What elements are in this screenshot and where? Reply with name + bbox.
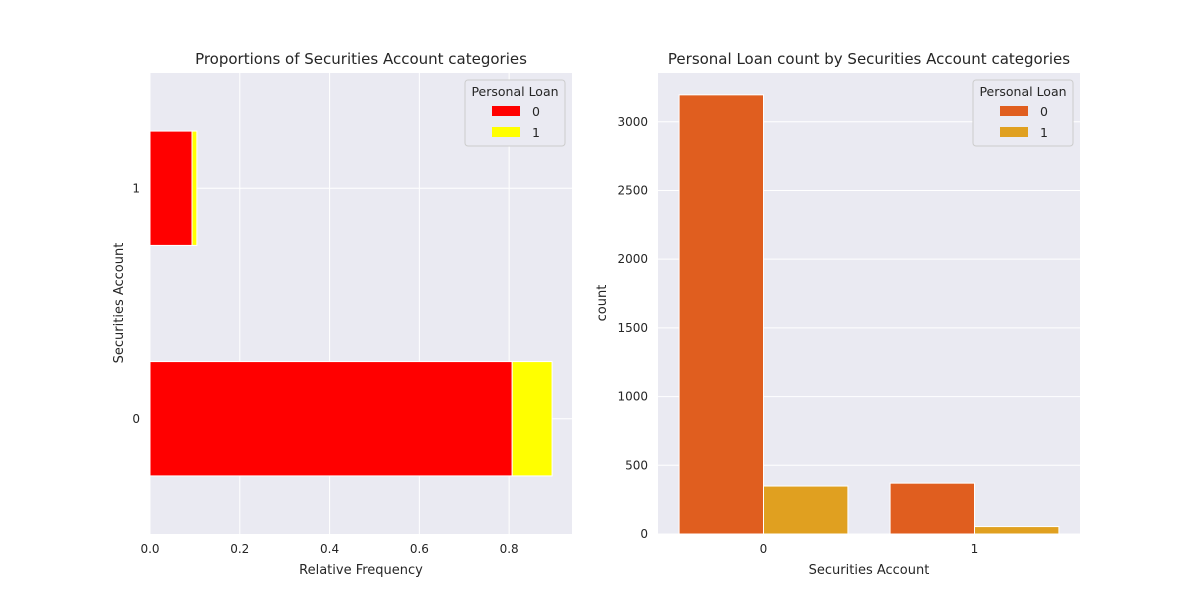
bars-left [149,130,553,477]
x-tick-label: 0.6 [410,542,429,556]
legend-swatch-0 [1000,106,1028,116]
y-axis-label-right: count [595,285,610,322]
chart-title-right: Personal Loan count by Securities Accoun… [668,50,1070,68]
x-tick-label: 0.4 [320,542,339,556]
chart-title-left: Proportions of Securities Account catego… [195,50,527,68]
legend-label-0: 0 [532,104,540,119]
x-tick-label: 0.8 [500,542,519,556]
bar-sa1-loan1 [974,526,1060,535]
bar-sa1-loan0 [889,482,975,535]
bar-sa0-loan0 [678,94,764,535]
bar-sa1-loan0 [149,130,193,246]
y-ticks-right: 0 500 1000 1500 2000 2500 3000 [617,115,648,541]
y-tick-label: 1000 [617,390,648,404]
bar-sa0-loan0 [149,361,513,477]
legend-title-right: Personal Loan [979,84,1066,99]
legend-label-0: 0 [1040,104,1048,119]
x-tick-label: 0 [760,542,768,556]
y-ticks-left: 01 [132,181,140,426]
legend-left: Personal Loan 0 1 [464,79,566,147]
legend-swatch-0 [492,106,520,116]
y-tick-label: 0 [132,412,140,426]
legend-right: Personal Loan 0 1 [972,79,1074,147]
legend-label-1: 1 [532,125,540,140]
bar-sa0-loan1 [763,485,849,535]
proportions-chart: 0.0 0.2 0.4 0.6 0.8 01 Proportions of Securi… [112,50,572,578]
x-tick-label: 0.2 [230,542,249,556]
x-ticks-left: 0.0 0.2 0.4 0.6 0.8 [140,542,518,556]
y-tick-label: 2000 [617,252,648,266]
bars-right [678,94,1060,535]
y-tick-label: 3000 [617,115,648,129]
x-axis-label-right: Securities Account [809,563,930,578]
legend-swatch-1 [492,127,520,137]
x-tick-label: 1 [971,542,979,556]
legend-swatch-1 [1000,127,1028,137]
y-tick-label: 1 [132,181,140,195]
y-tick-label: 0 [640,527,648,541]
legend-label-1: 1 [1040,125,1048,140]
y-tick-label: 2500 [617,183,648,197]
x-tick-label: 0.0 [140,542,159,556]
bar-sa1-loan1 [191,130,198,246]
y-tick-label: 1500 [617,321,648,335]
legend-title-left: Personal Loan [471,84,558,99]
x-axis-label-left: Relative Frequency [299,563,423,578]
y-tick-label: 500 [625,458,648,472]
bar-sa0-loan1 [511,361,553,477]
y-axis-label-left: Securities Account [112,243,127,364]
